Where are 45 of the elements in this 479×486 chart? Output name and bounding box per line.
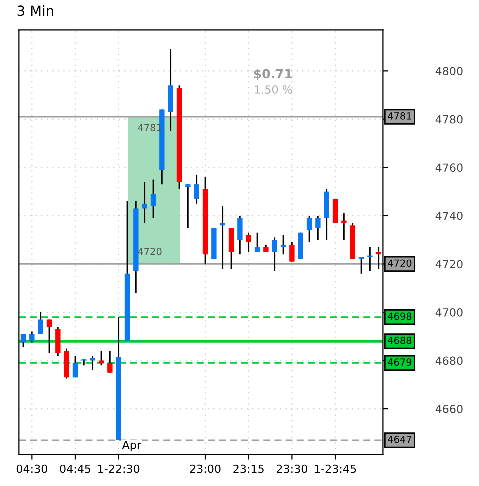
annotation: Apr — [122, 441, 142, 452]
candlestick — [46, 319, 52, 354]
candlestick — [90, 355, 96, 372]
y-tick-label: 4780 — [436, 115, 463, 124]
chart-title: 3 Min — [18, 5, 54, 16]
x-tick-label: 23:00 — [190, 464, 221, 474]
candlestick — [38, 312, 44, 335]
y-tick-label: 4800 — [436, 67, 463, 76]
candlestick — [306, 215, 312, 244]
candlestick — [186, 184, 191, 229]
x-tick-label: 1-23:45 — [315, 464, 356, 474]
y-tick-label: 4720 — [436, 260, 463, 269]
candlestick — [254, 232, 260, 253]
ref-line-label: 4720 — [388, 260, 412, 268]
y-tick-label: 4660 — [436, 405, 463, 414]
candlestick — [238, 215, 243, 256]
y-tick-label: 4760 — [436, 164, 463, 172]
y-tick-label: 4740 — [436, 212, 463, 220]
x-tick-label: 04:45 — [60, 464, 91, 474]
x-tick-label: 23:30 — [276, 464, 308, 474]
y-tick-label: 4680 — [436, 356, 463, 366]
ref-line-label: 4698 — [388, 312, 412, 320]
ref-line-label: 4647 — [388, 436, 412, 444]
candlestick — [108, 350, 113, 374]
candlestick — [246, 232, 252, 253]
candlestick — [290, 242, 295, 263]
candlestick — [316, 215, 321, 241]
candlestick — [280, 234, 286, 256]
annotation: 1.50 % — [255, 86, 292, 94]
candlestick — [194, 174, 200, 205]
y-tick-label: 4700 — [436, 308, 463, 317]
candlestick — [358, 256, 364, 275]
ref-line-label: 4679 — [388, 358, 412, 366]
ref-line-label: 4688 — [388, 336, 412, 344]
x-tick-label: 04:30 — [16, 464, 48, 474]
annotation: $0.71 — [254, 69, 292, 80]
candlestick — [142, 181, 148, 224]
candlestick — [150, 179, 156, 220]
candlestick — [272, 236, 278, 272]
candlestick — [220, 206, 226, 270]
x-tick-label: 1-22:30 — [98, 464, 140, 474]
candlestick — [30, 331, 35, 344]
ref-line-label: 4781 — [388, 112, 412, 120]
x-tick-label: 23:15 — [234, 464, 264, 474]
candlestick — [72, 355, 78, 378]
